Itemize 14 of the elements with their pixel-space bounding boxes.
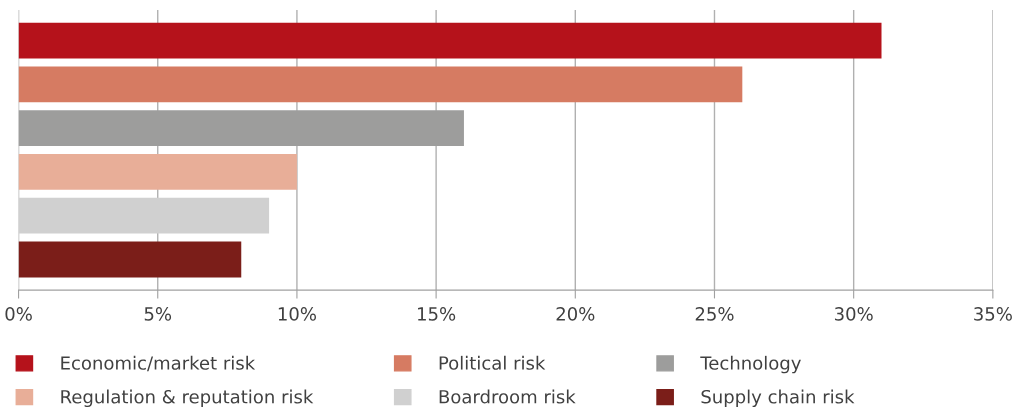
x-tick-label: 15% [418,307,456,321]
x-tick-label: 25% [695,307,734,321]
x-tick-label: 20% [556,307,595,321]
x-tick-label: 35% [974,307,1012,321]
legend-label: Technology [700,355,801,374]
legend-label: Economic/market risk [61,355,256,372]
x-tick-label: 30% [834,307,873,321]
x-tick-label: 0% [5,307,32,321]
legend-label: Boardroom risk [439,389,576,404]
x-tick-label: 10% [278,307,316,321]
x-tick-label: 5% [144,307,172,321]
legend-label: Supply chain risk [701,389,855,408]
legend-label: Regulation & reputation risk [61,389,314,408]
legend-label: Political risk [439,355,546,370]
